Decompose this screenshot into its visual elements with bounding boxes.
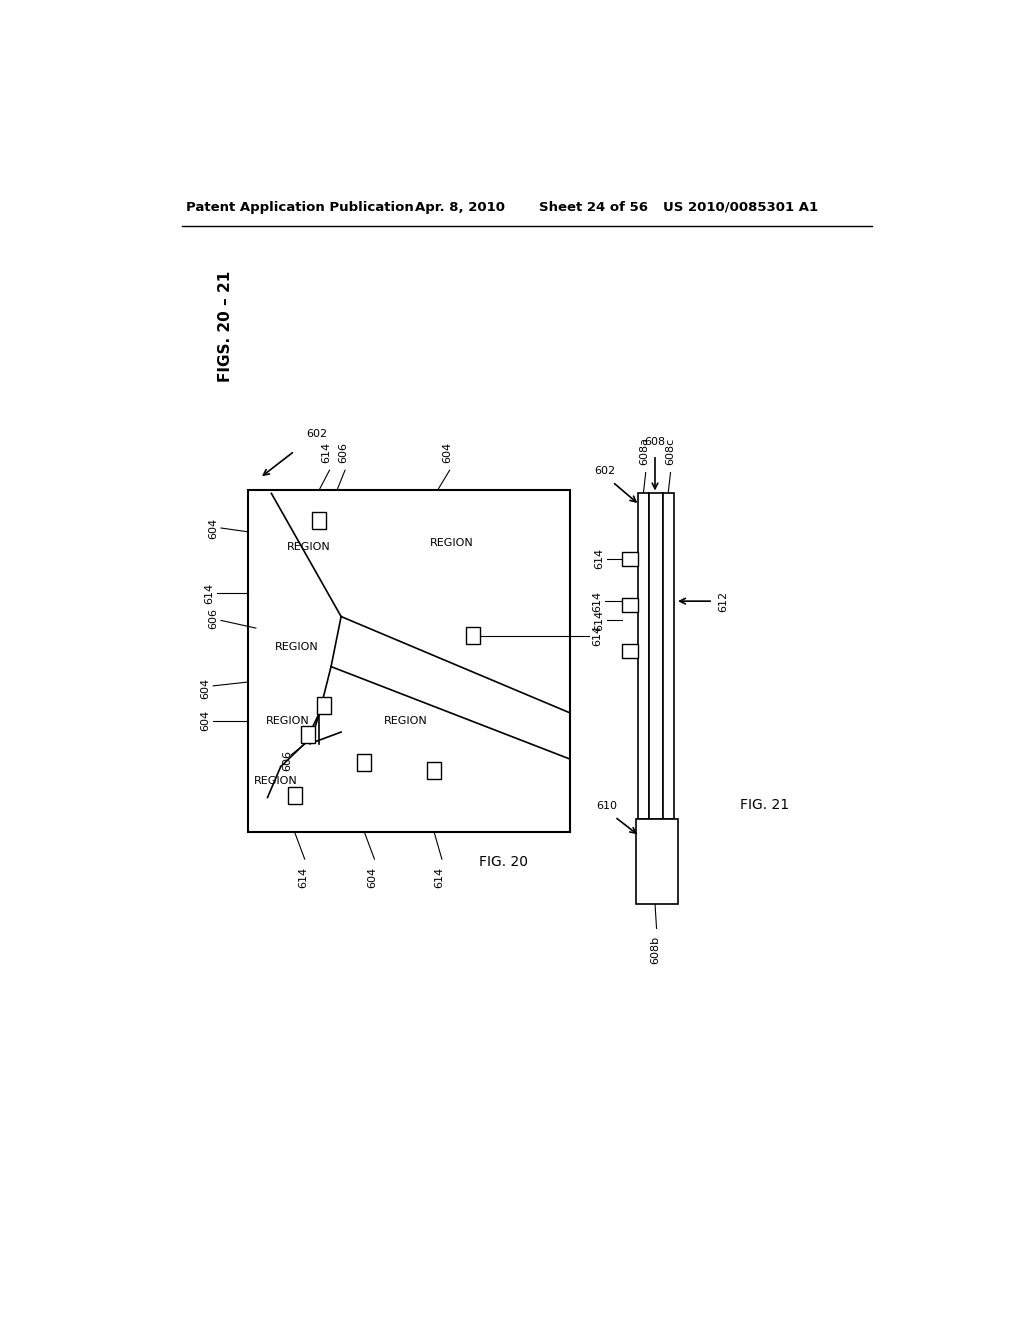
Text: 604: 604 [201,677,211,698]
Bar [301,726,314,743]
Text: 602: 602 [306,429,328,440]
Bar [288,788,302,804]
Bar [312,512,327,529]
Text: 604: 604 [201,710,211,731]
Text: 612: 612 [718,590,728,611]
Text: 608a: 608a [639,437,649,465]
Text: REGION: REGION [254,776,297,785]
Text: 604: 604 [208,517,218,539]
Text: REGION: REGION [275,643,319,652]
Text: REGION: REGION [266,715,309,726]
Text: 608b: 608b [650,936,660,964]
Bar [649,494,663,818]
Bar [317,697,331,714]
Bar [357,755,372,771]
Text: 610: 610 [596,801,617,810]
Bar [623,552,638,566]
Text: FIG. 20: FIG. 20 [479,855,528,870]
Text: Sheet 24 of 56: Sheet 24 of 56 [539,201,648,214]
Text: REGION: REGION [430,539,474,548]
Text: 614: 614 [298,867,308,888]
Text: 608: 608 [644,437,666,447]
Text: 604: 604 [442,441,453,462]
Bar [466,627,480,644]
Text: 608c: 608c [666,438,676,465]
Text: 614: 614 [322,441,332,462]
Text: FIG. 21: FIG. 21 [740,799,790,812]
Text: 614: 614 [205,583,214,605]
Bar [638,494,649,818]
Text: 614: 614 [592,590,602,611]
Text: REGION: REGION [287,543,331,552]
Text: 614: 614 [592,626,602,647]
Bar [636,818,678,904]
Text: 614: 614 [594,610,604,631]
Text: FIGS. 20 – 21: FIGS. 20 – 21 [218,271,232,381]
Text: 602: 602 [594,466,615,475]
Text: 604: 604 [368,867,377,888]
Bar [623,598,638,612]
Bar [623,644,638,659]
Text: REGION: REGION [384,715,427,726]
Text: US 2010/0085301 A1: US 2010/0085301 A1 [663,201,818,214]
Bar [663,494,675,818]
Text: 614: 614 [434,867,444,888]
Text: Apr. 8, 2010: Apr. 8, 2010 [415,201,505,214]
Bar [248,490,569,832]
Text: 606: 606 [339,442,348,462]
Text: 606: 606 [282,750,292,771]
Bar [427,762,441,779]
Text: 606: 606 [208,609,218,630]
Text: 614: 614 [594,548,604,569]
Text: Patent Application Publication: Patent Application Publication [186,201,414,214]
